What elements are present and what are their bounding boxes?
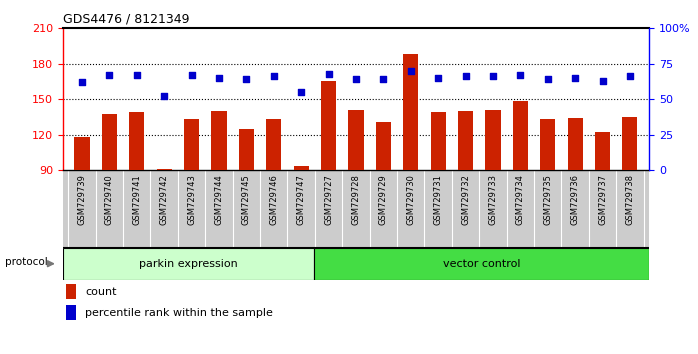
Text: GSM729747: GSM729747	[297, 174, 306, 225]
Bar	[129, 112, 144, 170]
Bar	[321, 81, 336, 170]
Point	[76, 79, 87, 85]
Text: GSM729745: GSM729745	[242, 174, 251, 224]
Text: GSM729728: GSM729728	[352, 174, 360, 225]
Point	[597, 78, 608, 84]
Point	[406, 68, 417, 74]
Point	[378, 76, 389, 82]
Text: GSM729731: GSM729731	[433, 174, 443, 225]
Bar	[63, 170, 649, 248]
Bar	[102, 114, 117, 170]
Bar	[66, 284, 76, 299]
Text: count: count	[85, 286, 117, 297]
Text: GSM729741: GSM729741	[133, 174, 141, 224]
Bar	[75, 137, 89, 170]
Bar	[294, 166, 309, 170]
Text: GSM729737: GSM729737	[598, 174, 607, 225]
Text: GSM729742: GSM729742	[160, 174, 169, 224]
Point	[625, 74, 636, 79]
Bar	[485, 110, 500, 170]
Point	[323, 71, 334, 76]
Point	[460, 74, 471, 79]
Text: GDS4476 / 8121349: GDS4476 / 8121349	[63, 13, 189, 26]
Point	[295, 89, 306, 95]
Bar	[513, 102, 528, 170]
Text: GSM729740: GSM729740	[105, 174, 114, 224]
Point	[570, 75, 581, 81]
Text: GSM729729: GSM729729	[379, 174, 388, 224]
Bar	[314, 248, 649, 280]
Point	[131, 72, 142, 78]
Text: GSM729730: GSM729730	[406, 174, 415, 225]
Text: protocol: protocol	[5, 257, 47, 267]
Point	[158, 93, 170, 99]
Text: GSM729743: GSM729743	[187, 174, 196, 225]
Text: GSM729738: GSM729738	[625, 174, 634, 225]
Point	[104, 72, 115, 78]
Text: GSM729732: GSM729732	[461, 174, 470, 225]
Text: GSM729735: GSM729735	[543, 174, 552, 225]
Text: vector control: vector control	[443, 259, 521, 269]
Point	[241, 76, 252, 82]
Point	[350, 76, 362, 82]
Point	[186, 72, 197, 78]
Bar	[567, 118, 583, 170]
Bar	[184, 119, 199, 170]
Bar	[403, 54, 418, 170]
Point	[515, 72, 526, 78]
Point	[214, 75, 225, 81]
Point	[487, 74, 498, 79]
Text: GSM729739: GSM729739	[77, 174, 87, 225]
Bar	[540, 119, 556, 170]
Text: GSM729727: GSM729727	[324, 174, 333, 225]
Bar	[458, 111, 473, 170]
Text: percentile rank within the sample: percentile rank within the sample	[85, 308, 273, 318]
Bar	[266, 119, 281, 170]
Point	[542, 76, 554, 82]
Bar	[623, 117, 637, 170]
Bar	[376, 121, 391, 170]
Text: GSM729736: GSM729736	[571, 174, 579, 225]
Point	[268, 74, 279, 79]
Bar	[431, 112, 446, 170]
Text: GSM729744: GSM729744	[214, 174, 223, 224]
Bar	[348, 110, 364, 170]
Text: GSM729734: GSM729734	[516, 174, 525, 225]
Bar	[595, 132, 610, 170]
Bar	[156, 169, 172, 170]
Point	[433, 75, 444, 81]
Bar	[211, 111, 227, 170]
Text: GSM729746: GSM729746	[269, 174, 279, 225]
Bar	[66, 305, 76, 320]
Bar	[63, 248, 314, 280]
Bar	[239, 129, 254, 170]
Text: parkin expression: parkin expression	[139, 259, 238, 269]
Text: GSM729733: GSM729733	[489, 174, 498, 225]
